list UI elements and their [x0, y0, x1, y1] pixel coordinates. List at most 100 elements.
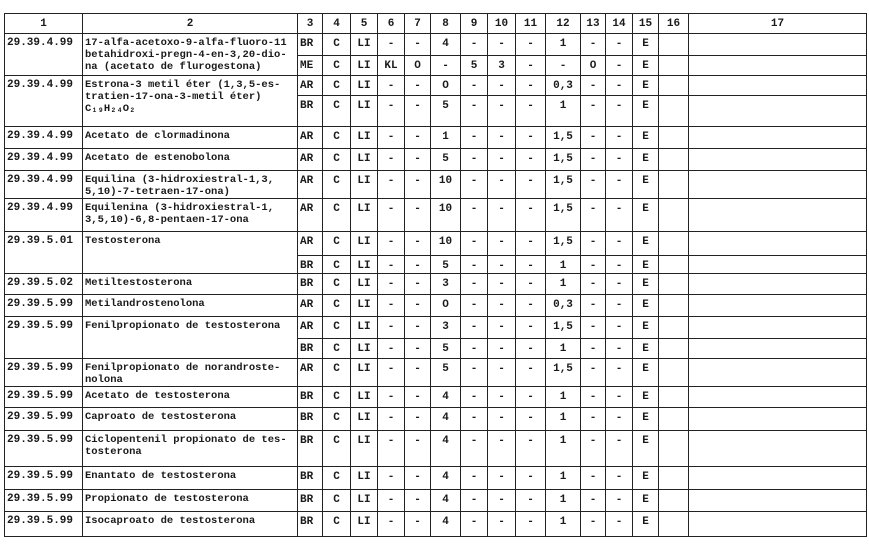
- cell-col-14: -: [605, 126, 633, 149]
- cell-col-11: -: [515, 95, 546, 127]
- cell-col-13: -: [580, 511, 606, 537]
- cell-col-11: -: [515, 294, 546, 317]
- cell-col-11: -: [515, 75, 546, 96]
- cell-col-4: C: [322, 316, 351, 339]
- tariff-code: 29.39.4.99: [4, 33, 83, 76]
- cell-col-8: 5: [430, 255, 461, 274]
- cell-col-6: -: [377, 294, 405, 317]
- cell-col-14: -: [605, 466, 633, 490]
- cell-col-17: [688, 489, 867, 512]
- substance-name-line: betahidroxi-pregn-4-en-3,20-dio-: [85, 49, 287, 61]
- cell-col-11: -: [515, 273, 546, 295]
- cell-col-17: [688, 95, 867, 127]
- cell-col-3: BR: [297, 511, 323, 537]
- cell-col-16: [658, 255, 689, 274]
- cell-col-3: BR: [297, 338, 323, 359]
- cell-col-4: C: [322, 255, 351, 274]
- cell-col-10: -: [487, 170, 516, 199]
- tariff-code: 29.39.4.99: [4, 126, 83, 149]
- column-header-10: 10: [487, 13, 516, 34]
- cell-col-15: E: [632, 126, 659, 149]
- cell-col-10: -: [487, 466, 516, 490]
- cell-col-9: -: [460, 148, 488, 171]
- cell-col-6: -: [377, 511, 405, 537]
- table-row: 29.39.5.02 Metiltestosterona BR C LI - -3- - -1-…: [4, 273, 867, 295]
- cell-col-5: LI: [350, 273, 378, 295]
- tariff-code: 29.39.5.99: [4, 294, 83, 317]
- cell-col-5: LI: [350, 75, 378, 96]
- cell-col-4: C: [322, 33, 351, 56]
- cell-col-7: -: [404, 338, 431, 359]
- substance-name-line: Equilenina (3-hidroxiestral-1,: [85, 202, 275, 214]
- cell-col-11: -: [515, 126, 546, 149]
- substance-name-line: Fenilpropionato de norandroste-: [85, 362, 281, 374]
- cell-col-11: -: [515, 511, 546, 537]
- cell-col-7: O: [404, 55, 431, 76]
- cell-col-3: AR: [297, 148, 323, 171]
- cell-col-15: E: [632, 95, 659, 127]
- cell-col-12: -: [545, 55, 581, 76]
- cell-col-11: -: [515, 386, 546, 408]
- substance-name-line: Acetato de estenobolona: [85, 152, 230, 164]
- cell-col-7: -: [404, 358, 431, 387]
- cell-col-6: -: [377, 358, 405, 387]
- cell-col-14: -: [605, 316, 633, 339]
- cell-col-10: -: [487, 33, 516, 56]
- column-header-1: 1: [4, 13, 83, 34]
- cell-col-6: KL: [377, 55, 405, 76]
- cell-col-16: [658, 489, 689, 512]
- cell-col-16: [658, 386, 689, 408]
- substance-table: 1 2 3 4 5 6 7 8 9 10 11 12 13 14 15 16 17 29.39.4.99 17-a…: [4, 13, 867, 537]
- tariff-code: 29.39.5.99: [4, 430, 83, 467]
- substance-name: 17-alfa-acetoxo-9-alfa-fluoro-11 betahidr…: [82, 33, 298, 76]
- tariff-code: 29.39.5.01: [4, 231, 83, 274]
- cell-col-3: AR: [297, 358, 323, 387]
- cell-col-17: [688, 148, 867, 171]
- cell-col-6: -: [377, 338, 405, 359]
- cell-col-12: 1: [545, 338, 581, 359]
- cell-col-16: [658, 358, 689, 387]
- cell-col-3: BR: [297, 430, 323, 467]
- cell-col-4: C: [322, 466, 351, 490]
- cell-col-8: 3: [430, 316, 461, 339]
- cell-col-4: C: [322, 430, 351, 467]
- cell-col-15: E: [632, 170, 659, 199]
- cell-col-8: 3: [430, 273, 461, 295]
- cell-col-10: -: [487, 148, 516, 171]
- tariff-code: 29.39.5.99: [4, 386, 83, 408]
- substance-name-line: Testosterona: [85, 235, 161, 247]
- cell-col-13: -: [580, 294, 606, 317]
- cell-col-14: -: [605, 148, 633, 171]
- cell-col-9: -: [460, 386, 488, 408]
- cell-col-12: 1,5: [545, 198, 581, 232]
- substance-name: Acetato de clormadinona: [82, 126, 298, 149]
- cell-col-3: ME: [297, 55, 323, 76]
- cell-col-4: C: [322, 386, 351, 408]
- tariff-code: 29.39.4.99: [4, 198, 83, 232]
- cell-col-6: -: [377, 198, 405, 232]
- cell-col-7: -: [404, 75, 431, 96]
- cell-col-14: -: [605, 33, 633, 56]
- cell-col-16: [658, 316, 689, 339]
- cell-col-8: O: [430, 294, 461, 317]
- cell-col-9: -: [460, 126, 488, 149]
- column-header-11: 11: [515, 13, 546, 34]
- cell-col-15: E: [632, 294, 659, 317]
- cell-col-6: -: [377, 489, 405, 512]
- cell-col-12: 1: [545, 386, 581, 408]
- cell-col-5: LI: [350, 407, 378, 431]
- substance-name: Metilandrostenolona: [82, 294, 298, 317]
- substance-name: Fenilpropionato de norandroste-nolona: [82, 358, 298, 387]
- tariff-code: 29.39.5.99: [4, 466, 83, 490]
- cell-col-15: E: [632, 511, 659, 537]
- cell-col-11: -: [515, 33, 546, 56]
- cell-col-4: C: [322, 338, 351, 359]
- cell-col-5: LI: [350, 430, 378, 467]
- cell-col-6: -: [377, 255, 405, 274]
- cell-col-17: [688, 198, 867, 232]
- cell-col-7: -: [404, 95, 431, 127]
- cell-col-5: LI: [350, 148, 378, 171]
- cell-col-14: -: [605, 338, 633, 359]
- cell-col-10: -: [487, 511, 516, 537]
- cell-col-10: -: [487, 407, 516, 431]
